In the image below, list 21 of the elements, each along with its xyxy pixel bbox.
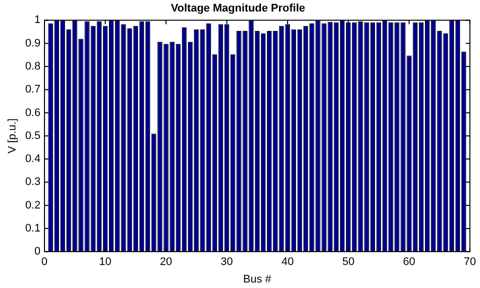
y-tick-label: 0.3 (25, 176, 40, 188)
y-tick-label: 0.9 (25, 37, 40, 50)
y-tick-label: 0 (34, 246, 40, 258)
y-tick-label: 0.4 (25, 153, 40, 166)
y-tick-label: 0.6 (25, 106, 40, 119)
x-tick-label: 30 (220, 256, 233, 268)
y-axis-title: V [p.u.] (6, 118, 19, 154)
chart-title: Voltage Magnitude Profile (170, 2, 306, 15)
x-tick-label: 60 (402, 256, 416, 268)
x-axis-title: Bus # (243, 273, 272, 286)
y-tick-label: 0.8 (25, 60, 40, 73)
y-tick-label: 0.5 (25, 130, 40, 142)
y-tick-label: 0.1 (25, 222, 40, 234)
x-tick-label: 20 (160, 256, 172, 268)
x-tick-label: 10 (99, 256, 112, 268)
y-tick-label: 0.2 (25, 199, 40, 212)
x-tick-label: 50 (342, 256, 354, 268)
x-tick-label: 40 (281, 256, 294, 268)
y-tick-label: 1 (34, 14, 40, 26)
x-tick-label: 70 (464, 256, 476, 268)
y-tick-label: 0.7 (25, 84, 40, 96)
